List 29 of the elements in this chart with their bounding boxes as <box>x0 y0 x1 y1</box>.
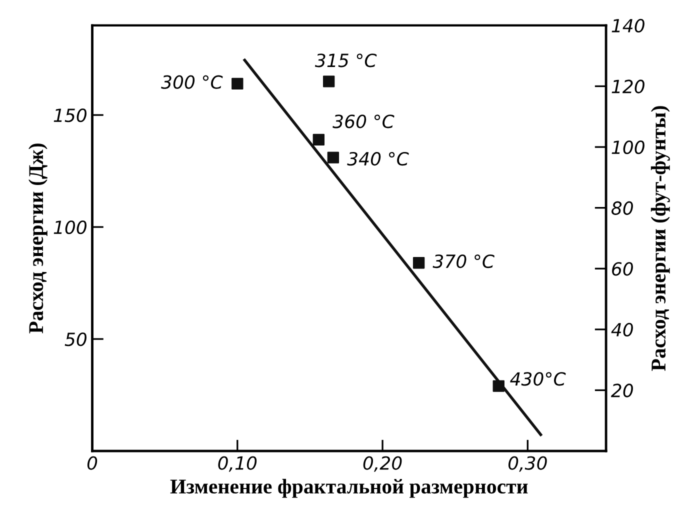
y2-tick-label: 120 <box>612 80 644 94</box>
x-axis-title: Изменение фрактальной размерности <box>170 478 528 498</box>
point <box>412 257 425 269</box>
point <box>232 78 244 90</box>
annotation: 340 °C <box>347 152 409 166</box>
y-tick-label: 150 <box>54 108 86 122</box>
y2-tick-label: 20 <box>610 384 633 398</box>
y2-axis-title: Расход энергии (фут-фунты) <box>650 106 670 371</box>
point <box>327 152 340 164</box>
point <box>492 380 504 392</box>
x-tick-label: 0 <box>87 456 98 470</box>
point <box>322 76 335 88</box>
annotation: 300 °C <box>161 75 223 89</box>
x-tick-label: 0,30 <box>508 456 547 472</box>
y2-tick-label: 60 <box>612 262 633 276</box>
annotation: 315 °C <box>314 54 377 68</box>
x-tick-label: 0,10 <box>218 456 257 472</box>
annotation: 360 °C <box>332 114 394 128</box>
y-axis-title: Расход энергии (Дж) <box>28 144 48 334</box>
y-tick-label: 50 <box>64 332 86 346</box>
y2-tick-label: 140 <box>612 18 644 33</box>
y2-tick-label: 40 <box>611 322 633 337</box>
annotation: 430°C <box>510 372 566 386</box>
y-tick-label: 100 <box>54 220 86 234</box>
x-tick-label: 0,20 <box>363 456 402 472</box>
annotation: 370 °C <box>432 254 494 268</box>
y2-tick-label: 80 <box>611 201 633 215</box>
y2-tick-label: 100 <box>612 140 644 154</box>
point <box>312 134 325 146</box>
